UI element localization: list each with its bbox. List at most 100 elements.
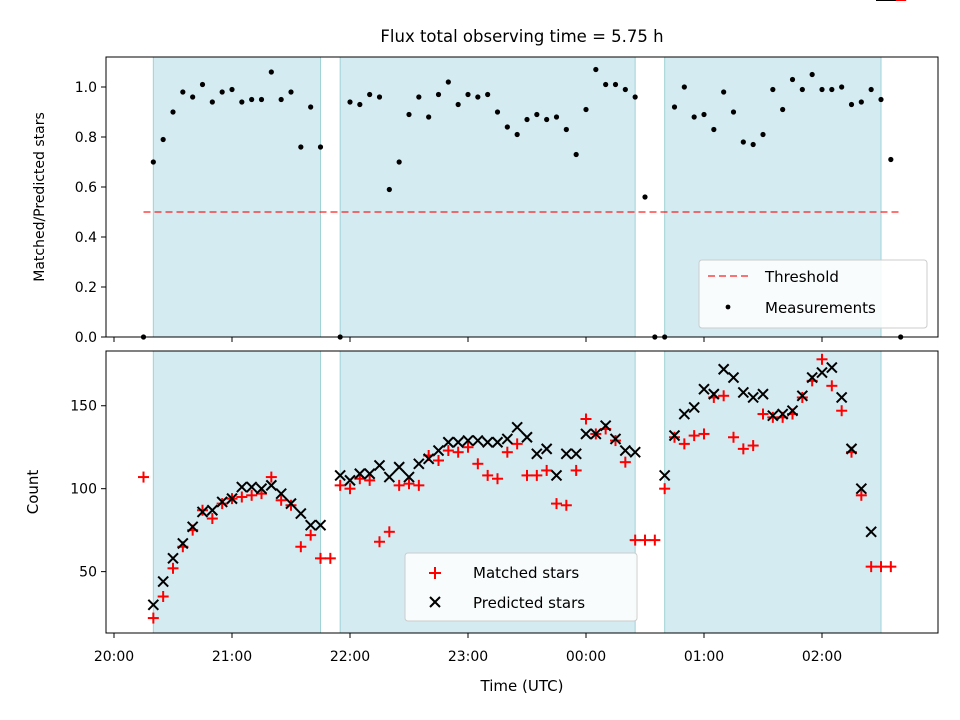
matched-star-point [344,483,356,495]
predicted-star-point [658,469,671,482]
y-tick-label: 0.8 [75,130,97,146]
matched-star-point [324,552,336,564]
predicted-star-point [845,443,858,455]
legend-predicted-swatch [429,596,441,608]
predicted-star-point [216,496,228,508]
legend-measurements-swatch [725,304,731,310]
predicted-star-point [865,526,877,538]
measurement-point [612,81,619,88]
legend-measurements-label: Measurements [765,299,876,317]
predicted-star-point [413,458,425,470]
measurement-point [534,111,540,118]
matched-star-point [541,464,553,476]
top-legend: Threshold Measurements [698,259,928,329]
measurement-point [721,89,727,95]
predicted-star-point [472,434,484,447]
measurement-point [848,101,855,108]
predicted-star-point [196,506,209,518]
measurement-point [416,94,422,100]
predicted-star-point [599,419,612,432]
predicted-star-point [776,408,789,420]
matched-star-point [551,498,562,510]
measurement-point [308,104,314,110]
measurement-point [789,76,796,83]
y-tick-label: 150 [70,399,97,415]
measurement-point [760,131,766,138]
measurement-point [357,101,363,108]
predicted-star-point [501,433,514,445]
chart-title: Flux total observing time = 5.75 h [380,27,663,46]
measurement-point [180,89,186,95]
predicted-star-point [186,521,199,533]
y-tick-label: 1.0 [75,80,97,96]
predicted-star-point [688,401,700,414]
y-tick-label: 50 [79,565,97,581]
matched-star-point [511,438,523,450]
top-y-axis: 0.0 0.2 0.4 0.6 0.8 1.0 [75,80,106,346]
matched-star-point [580,413,592,425]
measurement-point [868,86,874,93]
predicted-star-point [285,497,297,510]
matched-star-point [521,469,533,481]
x-tick-label: 23:00 [448,649,488,665]
matched-star-point [796,391,808,403]
matched-star-point [610,435,621,447]
matched-star-point [216,498,228,510]
measurement-point [160,136,166,143]
top-y-axis-label: Matched/Predicted stars [32,112,48,282]
matched-star-point [442,445,454,457]
matched-star-point [885,561,897,573]
predicted-star-point [265,479,278,492]
matched-star-point [629,534,641,546]
measurement-point [239,99,245,105]
predicted-star-point [609,433,622,445]
predicted-star-point [452,436,464,448]
matched-star-point [826,380,838,392]
matched-star-point [639,534,651,546]
predicted-star-point [157,575,169,588]
matched-star-point [875,561,887,573]
predicted-star-point [786,405,799,417]
predicted-star-point [373,459,386,472]
matched-star-point [757,408,769,420]
measurement-point [485,91,491,98]
predicted-star-point [295,507,307,520]
x-tick-label: 20:00 [94,649,134,665]
predicted-star-point [767,409,779,422]
y-tick-label: 0.4 [75,230,97,246]
predicted-star-point [314,519,327,531]
measurement-point [288,89,294,95]
matched-star-point [855,489,867,501]
predicted-star-point [835,391,848,404]
matched-star-point [285,499,297,511]
bottom-y-axis-label: Count [24,470,42,515]
matched-star-point [492,473,503,485]
y-tick-label: 100 [70,482,97,498]
measurement-point [553,114,560,120]
measurement-point [809,71,815,78]
matched-star-point [197,504,208,516]
measurement-point [524,116,530,123]
predicted-star-point [403,471,415,483]
measurement-point [435,91,442,98]
matched-star-point [167,562,179,574]
measurement-point [258,96,265,103]
x-tick-label: 01:00 [684,649,724,665]
predicted-star-point [304,519,317,531]
matched-star-point [501,446,513,458]
matched-star-point [659,483,671,495]
measurement-point [406,111,412,118]
matched-star-point [433,454,444,466]
measurement-point [150,159,156,165]
predicted-star-point [422,453,435,465]
measurement-point [367,91,373,98]
top-legend-box [698,259,928,329]
predicted-star-point [816,366,828,379]
predicted-star-point [796,390,809,402]
measurement-point [229,86,235,93]
predicted-star-point [255,482,268,495]
measurement-point [563,126,569,133]
matched-star-point [413,479,425,491]
measurement-point [583,106,589,113]
predicted-star-point [757,388,769,400]
